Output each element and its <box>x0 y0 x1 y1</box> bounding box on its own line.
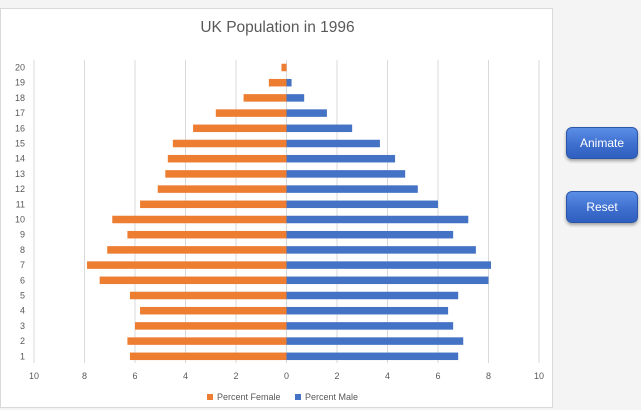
female-bar <box>268 78 287 87</box>
male-bar <box>286 352 459 361</box>
female-bar <box>165 170 287 178</box>
y-tick-label: 20 <box>15 63 25 73</box>
female-bar <box>135 322 287 330</box>
y-tick-label: 9 <box>20 230 25 240</box>
y-tick-label: 19 <box>15 78 25 88</box>
y-tick-label: 10 <box>15 215 25 225</box>
female-bar <box>167 154 287 163</box>
male-bar <box>286 94 305 102</box>
male-bar <box>286 200 438 209</box>
x-tick-label: 6 <box>132 371 137 381</box>
female-bar <box>281 63 287 72</box>
female-bar <box>129 291 287 300</box>
legend-swatch-0 <box>207 394 213 400</box>
male-bar <box>286 261 492 269</box>
y-tick-label: 7 <box>20 260 25 270</box>
female-bar <box>243 94 287 102</box>
x-tick-label: 2 <box>334 371 339 381</box>
y-tick-label: 3 <box>20 321 25 331</box>
male-bar <box>286 306 449 315</box>
y-tick-label: 15 <box>15 139 25 149</box>
y-tick-label: 18 <box>15 93 25 103</box>
legend-label: Percent Male <box>305 392 358 402</box>
animate-button[interactable]: Animate <box>566 127 638 159</box>
female-bar <box>112 215 287 224</box>
y-tick-label: 12 <box>15 184 25 194</box>
y-tick-label: 6 <box>20 275 25 285</box>
legend-swatch-1 <box>295 394 301 400</box>
male-bar <box>286 154 396 163</box>
female-bar <box>107 246 287 254</box>
male-bar <box>286 139 380 148</box>
y-tick-label: 17 <box>15 108 25 118</box>
chart-plot: 10 8 6 4 2 0 2 4 6 8 10123456789101112131415161718… <box>15 60 544 402</box>
x-tick-label: 4 <box>385 371 390 381</box>
x-tick-label: 8 <box>82 371 87 381</box>
x-tick-label: 2 <box>233 371 238 381</box>
x-tick-label: 0 <box>284 371 289 381</box>
male-bar <box>286 170 406 178</box>
male-bar <box>286 337 464 345</box>
y-tick-label: 16 <box>15 123 25 133</box>
x-tick-label: 4 <box>183 371 188 381</box>
y-tick-label: 11 <box>16 199 25 209</box>
female-bar <box>215 109 287 117</box>
y-tick-label: 2 <box>20 336 25 346</box>
y-tick-label: 14 <box>15 154 25 164</box>
female-bar <box>99 276 287 285</box>
female-bar <box>193 124 287 133</box>
female-bar <box>157 185 287 193</box>
female-bar <box>140 200 287 209</box>
male-bar <box>286 124 353 133</box>
x-tick-label: 8 <box>486 371 491 381</box>
y-tick-label: 8 <box>20 245 25 255</box>
legend-label: Percent Female <box>217 392 281 402</box>
male-bar <box>286 230 454 239</box>
x-tick-label: 6 <box>435 371 440 381</box>
male-bar <box>286 246 476 254</box>
male-bar <box>286 185 418 193</box>
male-bar <box>286 322 454 330</box>
male-bar <box>286 109 327 117</box>
female-bar <box>140 306 287 315</box>
x-tick-label: 10 <box>29 371 39 381</box>
y-tick-label: 13 <box>15 169 25 179</box>
female-bar <box>129 352 287 361</box>
chart-title: UK Population in 1996 <box>200 19 355 36</box>
x-tick-label: 10 <box>534 371 544 381</box>
female-bar <box>127 230 287 239</box>
y-tick-label: 5 <box>20 291 25 301</box>
chart-area[interactable]: UK Population in 1996 10 8 6 4 2 0 2 4 6 8 10 1 2 3 4 5… <box>0 8 553 408</box>
female-bar <box>87 261 287 269</box>
male-bar <box>286 215 469 224</box>
y-tick-label: 1 <box>20 351 25 361</box>
male-bar <box>286 276 489 285</box>
y-tick-label: 4 <box>20 306 25 316</box>
male-bar <box>286 78 292 87</box>
female-bar <box>127 337 287 345</box>
male-bar <box>286 291 459 300</box>
female-bar <box>172 139 287 148</box>
reset-button[interactable]: Reset <box>566 191 638 223</box>
